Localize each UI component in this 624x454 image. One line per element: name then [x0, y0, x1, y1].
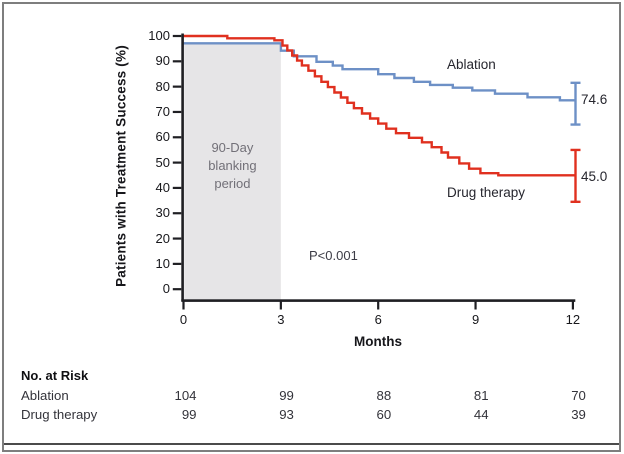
panel-divider-line	[4, 443, 619, 445]
x-tick	[279, 301, 282, 310]
y-tick	[172, 85, 182, 88]
risk-row-label: Drug therapy	[21, 407, 98, 422]
y-axis-line	[181, 33, 184, 301]
blanking-line-2: blanking	[208, 158, 257, 173]
risk-cell: 99	[279, 388, 294, 403]
x-tick	[377, 301, 380, 310]
y-tick	[172, 34, 182, 38]
x-tick	[571, 301, 574, 310]
risk-cell: 93	[279, 407, 294, 422]
x-tick-label: 12	[565, 312, 581, 327]
risk-cell: 39	[571, 407, 586, 422]
x-tick	[182, 301, 185, 310]
x-axis-title: Months	[354, 334, 402, 349]
y-tick	[172, 110, 182, 114]
y-tick-label: 60	[155, 129, 170, 145]
y-tick	[172, 60, 182, 63]
y-tick	[172, 136, 182, 139]
y-tick	[172, 237, 182, 240]
y-tick-label: 80	[155, 78, 170, 94]
blanking-line-3: period	[214, 176, 251, 191]
x-tick	[474, 301, 477, 310]
y-tick	[172, 212, 182, 215]
y-tick-label: 50	[155, 154, 170, 170]
p-value-annotation: P<0.001	[309, 248, 358, 263]
ablation-curve	[183, 42, 576, 102]
drug-therapy-curve	[183, 34, 576, 177]
blanking-line-1: 90-Day	[211, 140, 254, 155]
y-tick-label: 40	[155, 179, 170, 195]
risk-row-label: Ablation	[21, 388, 69, 403]
y-tick-label: 90	[155, 53, 170, 69]
risk-table-title: No. at Risk	[21, 368, 89, 383]
y-tick-label: 10	[155, 255, 170, 271]
x-tick-label: 9	[471, 312, 480, 327]
ablation-series-label: Ablation	[447, 57, 496, 72]
y-tick	[172, 262, 182, 265]
risk-cell: 44	[473, 407, 489, 422]
ablation-end-value-label: 74.6	[581, 92, 608, 107]
y-tick	[172, 186, 182, 190]
y-tick	[172, 161, 182, 164]
y-tick-label: 100	[148, 28, 170, 43]
y-tick-label: 20	[155, 230, 170, 246]
y-tick	[172, 288, 182, 291]
risk-cell: 99	[181, 407, 197, 422]
drug-therapy-error-bar	[570, 148, 581, 203]
x-tick-label: 0	[179, 312, 188, 327]
blanking-region	[184, 42, 281, 301]
x-tick-label: 6	[374, 312, 382, 327]
x-axis-line	[181, 299, 576, 302]
risk-cell: 88	[376, 388, 392, 403]
drug-therapy-end-value-label: 45.0	[581, 169, 608, 184]
y-tick-label: 30	[155, 205, 170, 221]
risk-cell: 70	[571, 388, 586, 403]
blanking-period-label: 90-Day blanking period	[182, 139, 283, 193]
y-axis-title: Patients with Treatment Success (%)	[113, 45, 129, 287]
risk-cell: 81	[473, 388, 489, 403]
y-tick-label: 0	[162, 281, 170, 297]
risk-cell: 104	[174, 388, 197, 403]
y-tick-label: 70	[155, 104, 170, 119]
ablation-error-bar	[570, 81, 581, 126]
risk-cell: 60	[376, 407, 392, 422]
drug-therapy-series-label: Drug therapy	[447, 185, 526, 200]
x-tick-label: 3	[277, 312, 285, 327]
